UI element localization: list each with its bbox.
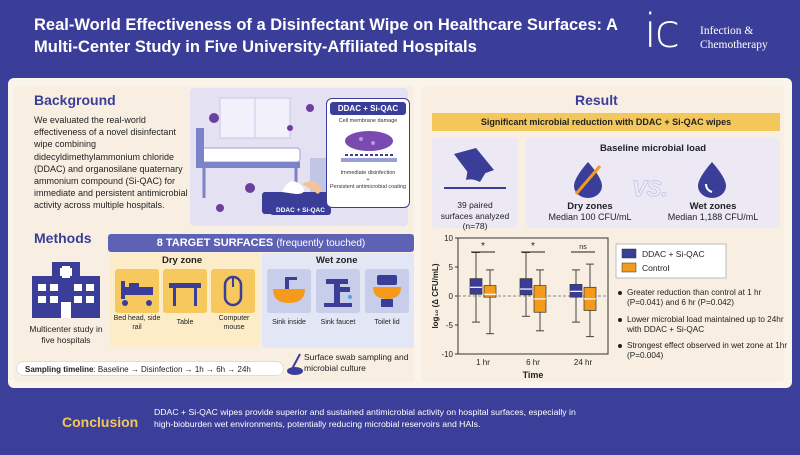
dry-zone-title: Dry zone [162, 255, 203, 266]
box-ddac [469, 278, 483, 295]
surface-label-mouse: Computer mouse [218, 315, 250, 331]
x-tick-label: 1 hr [476, 358, 490, 367]
callout-persistent-label: Persistent antimicrobial coating [329, 184, 407, 190]
methods-heading: Methods [34, 230, 92, 246]
dry-zone-panel: Dry zone Bed head, side rail Table Compu… [110, 253, 260, 348]
toilet-icon [373, 275, 401, 307]
surface-sink [267, 269, 311, 313]
surface-mouse [211, 269, 255, 313]
result-bullet: Lower microbial load maintained up to 24… [618, 315, 788, 336]
paired-surfaces-text: 39 paired surfaces analyzed (n=78) [440, 200, 510, 231]
conclusion-text: DDAC + Si-QAC wipes provide superior and… [154, 407, 576, 429]
dry-zones-stat: Dry zones Median 100 CFU/mL [548, 201, 632, 222]
wiping-hand-icon [444, 148, 506, 189]
hospital-building-icon [32, 262, 100, 318]
box-control [483, 285, 497, 298]
x-tick-label: 6 hr [526, 358, 540, 367]
background-heading: Background [34, 92, 116, 108]
wet-zones-stat: Wet zones Median 1,188 CFU/mL [667, 201, 759, 222]
callout-immediate-label: Immediate disinfection [340, 170, 396, 176]
journal-name: Infection & Chemotherapy [700, 25, 768, 51]
result-heading: Result [575, 92, 618, 108]
x-tick-label: 24 hr [574, 358, 593, 367]
callout-title: DDAC + Si-QAC [330, 102, 406, 115]
result-bullets: Greater reduction than control at 1 hr (… [618, 288, 788, 368]
swab-label: Surface swab sampling and microbial cult… [304, 352, 409, 373]
poster-title: Real-World Effectiveness of a Disinfecta… [34, 16, 618, 56]
surface-label-bed: Bed head, side rail [113, 315, 161, 331]
target-surfaces-header: 8 TARGET SURFACES (frequently touched) [108, 234, 414, 252]
baseline-load-box [526, 138, 780, 228]
computer-mouse-icon [223, 275, 243, 307]
bed-icon [121, 281, 153, 306]
sampling-timeline: Sampling timeline: Baseline → Disinfecti… [16, 361, 284, 376]
significance-label: * [481, 241, 485, 252]
background-text: We evaluated the real-world effectivenes… [34, 115, 188, 211]
surface-toilet [365, 269, 409, 313]
table-icon [169, 283, 201, 306]
callout-membrane-label: Cell membrane damage [338, 118, 398, 124]
y-tick-label: -5 [446, 321, 454, 330]
paired-surfaces-box [432, 138, 518, 228]
conclusion-band [0, 394, 800, 455]
conclusion-heading: Conclusion [62, 414, 139, 430]
right-column [422, 86, 784, 382]
legend-label: Control [642, 263, 670, 273]
wipe-label: DDAC + Si-QAC [270, 206, 331, 215]
legend-swatch [621, 262, 637, 273]
bacteria-icon [341, 131, 397, 162]
x-axis-label: Time [523, 370, 544, 380]
y-tick-label: 5 [449, 263, 454, 272]
mechanism-callout: DDAC + Si-QAC Cell membrane damage Immed… [326, 98, 410, 208]
surface-label-sink: Sink inside [272, 319, 306, 326]
y-axis-label: log₁₀ (Δ CFU/mL) [431, 263, 440, 328]
versus-label: VS. [631, 176, 668, 202]
surface-label-toilet: Toilet lid [374, 319, 400, 326]
result-bullet: Strongest effect observed in wet zone at… [618, 341, 788, 362]
y-tick-label: 10 [444, 234, 453, 243]
faucet-icon [324, 279, 352, 307]
surface-bed [115, 269, 159, 313]
surface-label-table: Table [176, 319, 194, 326]
multicenter-label: Multicenter study in five hospitals [29, 324, 103, 345]
surface-faucet [316, 269, 360, 313]
dry-drop-icon [574, 162, 602, 198]
header-banner: Real-World Effectiveness of a Disinfecta… [0, 0, 800, 78]
surface-label-faucet: Sink faucet [320, 319, 356, 326]
surface-table [163, 269, 207, 313]
baseline-load-title: Baseline microbial load [599, 143, 707, 154]
y-tick-label: -10 [441, 350, 453, 359]
significance-label: ns [579, 244, 587, 251]
wet-zone-title: Wet zone [316, 255, 358, 266]
legend-label: DDAC + Si-QAC [642, 249, 705, 259]
significance-banner: Significant microbial reduction with DDA… [432, 113, 780, 131]
wet-zone-panel: Wet zone Sink inside Sink faucet Toilet … [262, 253, 414, 348]
sink-icon [273, 277, 305, 303]
wet-drop-icon [698, 162, 726, 198]
significance-label: * [531, 241, 535, 252]
swab-icon [287, 353, 303, 375]
legend-swatch [621, 248, 637, 259]
journal-logo: ic [644, 4, 680, 58]
y-tick-label: 0 [449, 292, 454, 301]
boxplot-chart: -10 -5 0 5 10 1 hr 6 hr 24 hr * * ns Time log₁₀ (Δ C… [431, 234, 727, 380]
result-bullet: Greater reduction than control at 1 hr (… [618, 288, 788, 309]
box-ddac [519, 278, 533, 296]
